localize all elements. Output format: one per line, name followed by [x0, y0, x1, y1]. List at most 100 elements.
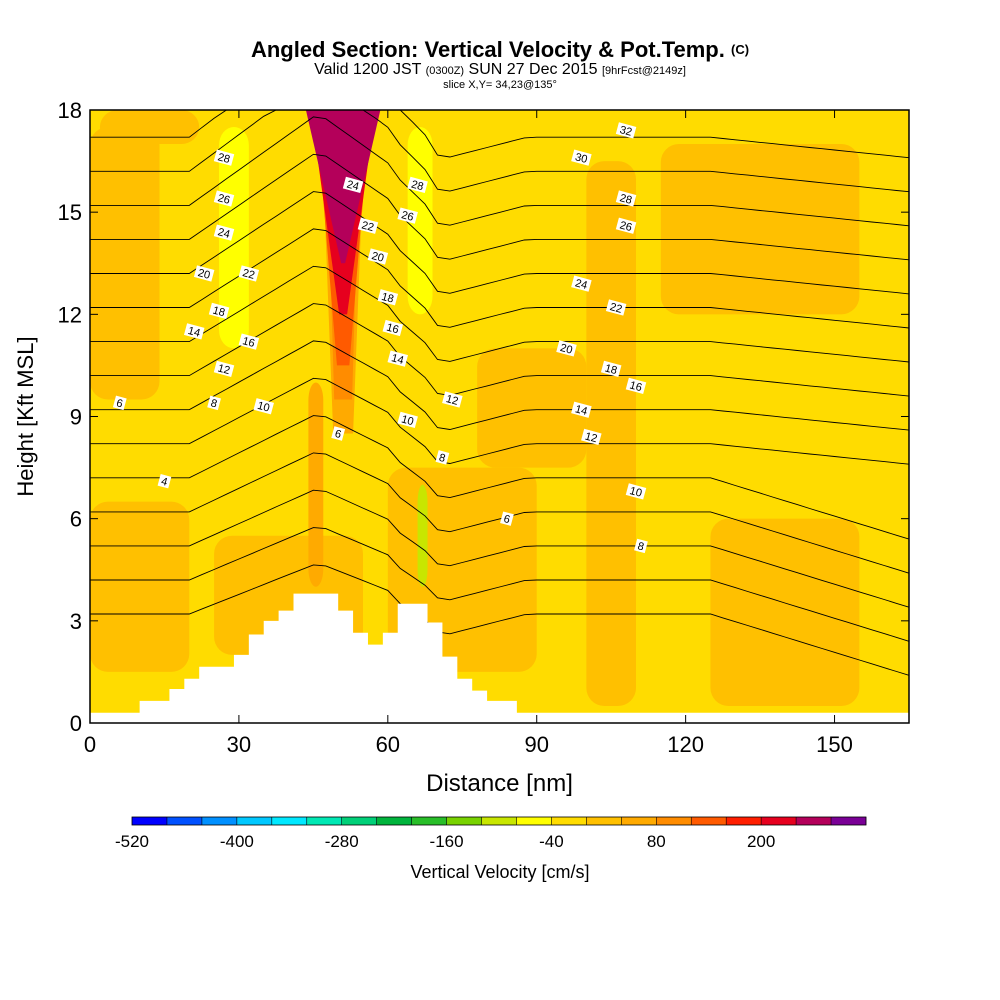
terrain-mask	[90, 593, 909, 723]
colorbar-swatch	[236, 817, 273, 825]
contour-label: 28	[615, 190, 637, 207]
contour-label: 16	[238, 333, 260, 350]
colorbar-tick-label: -520	[115, 832, 149, 851]
contour-label-bg	[387, 350, 408, 367]
contour-label: 10	[397, 411, 418, 428]
contour-label-text: 26	[216, 192, 231, 207]
theta-contour	[90, 109, 910, 193]
field-blob	[710, 518, 860, 706]
title-unit: (C)	[731, 42, 750, 57]
contour-label: 14	[183, 323, 205, 340]
contour-label: 24	[571, 275, 592, 292]
contour-label: 10	[253, 398, 274, 415]
colorbar-tick-label: -400	[220, 832, 254, 851]
contour-label: 20	[193, 265, 215, 282]
theta-contour	[90, 116, 910, 227]
y-tick-label: 18	[58, 98, 82, 123]
contour-label-text: 28	[618, 192, 633, 207]
colorbar-frame	[131, 816, 867, 826]
colorbar-tick-label: -40	[539, 832, 564, 851]
contour-label-text: 28	[216, 151, 231, 166]
contour-label-bg	[634, 538, 648, 554]
y-tick-label: 3	[70, 609, 82, 634]
contour-label: 12	[213, 360, 235, 377]
x-tick-label: 120	[667, 732, 704, 757]
contour-label: 28	[407, 176, 428, 193]
contour-label-text: 10	[256, 400, 271, 415]
contour-label-text: 12	[584, 431, 599, 446]
contour-label-text: 10	[628, 485, 643, 500]
contour-label-text: 16	[241, 335, 256, 350]
contour-label-bg	[208, 302, 230, 320]
contour-labels: 28 26 24 22 20 18 14 16 12 8 10 6 4 24 28 22 26 20 18 16 14 1…	[112, 122, 648, 554]
x-tick-label: 30	[227, 732, 251, 757]
contour-label-text: 26	[618, 219, 633, 234]
contour-label-bg	[238, 265, 260, 282]
contour-label-text: 14	[390, 352, 405, 367]
theta-contour	[90, 377, 910, 465]
contour-label-bg	[581, 428, 602, 446]
y-tick-label: 9	[70, 405, 82, 430]
chart-title: Angled Section: Vertical Velocity & Pot.…	[250, 37, 750, 62]
contour-label-bg	[193, 265, 215, 282]
colorbar-swatch	[341, 817, 377, 825]
colorbar-label: Vertical Velocity [cm/s]	[410, 862, 590, 882]
contour-label-text: 8	[209, 397, 218, 410]
contour-label-bg	[367, 248, 389, 265]
contour-label-bg	[213, 360, 235, 377]
field-blob	[90, 501, 190, 672]
contour-label-bg	[213, 149, 235, 166]
contour-label: 4	[157, 473, 172, 489]
colorbar-swatch	[621, 817, 657, 825]
chart-subtitle: Valid 1200 JST (0300Z) SUN 27 Dec 2015 […	[314, 61, 686, 78]
field-blob	[99, 110, 200, 145]
colorbar: -520 -400 -280 -160 -40 80 200	[115, 816, 867, 851]
contour-label-text: 20	[559, 342, 574, 357]
colorbar-swatch	[726, 817, 762, 825]
contour-label-text: 24	[345, 179, 360, 194]
x-tick-label: 150	[816, 732, 853, 757]
contour-label: 24	[342, 176, 364, 194]
contour-label-bg	[377, 289, 399, 306]
title-block: Angled Section: Vertical Velocity & Pot.…	[0, 37, 1000, 92]
theta-contour	[90, 452, 910, 574]
contour-label-text: 26	[400, 209, 415, 224]
contour-label-bg	[112, 395, 127, 411]
theta-contour	[90, 265, 910, 363]
field-blob	[90, 127, 160, 400]
theta-contour	[90, 228, 910, 329]
theta-contour	[90, 489, 910, 608]
contour-label-text: 24	[574, 277, 589, 292]
contour-label-bg	[625, 377, 647, 394]
contour-label-bg	[157, 473, 172, 489]
axes: 0 30 60 90 120 150 0 3 6 9 12 15 18 Distance [nm] Heig…	[13, 98, 909, 797]
contour-label-bg	[213, 190, 235, 207]
contour-label-text: 18	[380, 291, 395, 306]
y-tick-label: 15	[58, 200, 82, 225]
contour-label-text: 12	[216, 362, 231, 377]
field-blob	[407, 127, 433, 315]
colorbar-tick-label: 80	[647, 832, 666, 851]
contour-label: 22	[605, 299, 627, 316]
updraft-band	[305, 110, 381, 264]
y-tick-label: 12	[58, 302, 82, 327]
contour-label: 30	[571, 149, 592, 166]
contour-label-text: 20	[370, 250, 385, 265]
colorbar-swatch	[481, 817, 517, 825]
contour-label-text: 4	[160, 476, 169, 489]
field-blob	[417, 484, 428, 587]
contour-label-text: 22	[360, 219, 375, 234]
contour-label: 16	[625, 377, 647, 394]
contour-label: 12	[581, 428, 602, 446]
contour-label-bg	[207, 395, 221, 411]
theta-contour	[90, 303, 910, 397]
colorbar-swatch	[831, 817, 867, 825]
colorbar-swatch	[411, 817, 447, 825]
colorbar-swatch	[201, 817, 238, 825]
colorbar-tick-label: -160	[430, 832, 464, 851]
contour-label-bg	[382, 319, 404, 337]
contour-label-text: 22	[241, 267, 256, 282]
contour-label: 26	[213, 190, 235, 207]
contour-label-text: 12	[445, 393, 460, 408]
contour-label-text: 16	[628, 379, 643, 394]
